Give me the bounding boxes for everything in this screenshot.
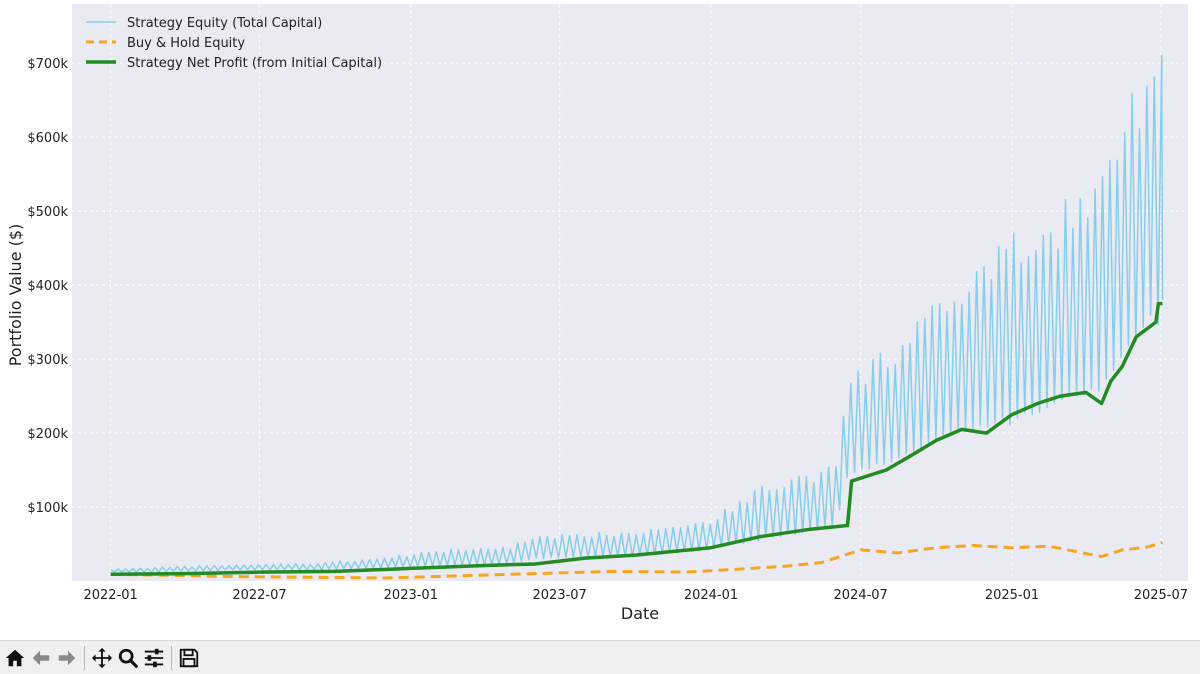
series-line-1 [110, 541, 1163, 580]
series-line-2 [110, 301, 1163, 577]
legend-label-1: Buy & Hold Equity [127, 36, 245, 51]
legend-label-2: Strategy Net Profit (from Initial Capita… [127, 56, 382, 71]
sliders-icon [144, 648, 164, 667]
floppy-icon [179, 648, 199, 667]
pan-button[interactable] [89, 643, 115, 673]
x-axis-label: Date [621, 604, 659, 623]
x-tick-label: 2023-01 [384, 588, 438, 603]
y-tick-label: $200k [27, 427, 68, 442]
y-tick-label: $400k [27, 279, 68, 294]
home-button[interactable] [2, 643, 28, 673]
toolbar-separator [84, 645, 85, 670]
move-icon [91, 647, 113, 668]
configure-button[interactable] [141, 643, 167, 673]
series-layer [110, 55, 1164, 580]
legend: Strategy Equity (Total Capital) Buy & Hol… [86, 16, 382, 71]
x-tick-label: 2022-01 [83, 588, 137, 603]
x-tick-label: 2022-07 [232, 588, 286, 603]
x-tick-label: 2024-07 [834, 588, 888, 603]
series-line-0 [110, 55, 1164, 573]
save-button[interactable] [176, 643, 202, 673]
x-tick-label: 2024-01 [684, 588, 738, 603]
toolbar-separator [171, 645, 172, 670]
y-tick-label: $100k [27, 501, 68, 516]
magnifier-icon [118, 648, 138, 668]
forward-button[interactable] [54, 643, 80, 673]
y-axis-ticks: $100k $200k $300k $400k $500k $600k $700k [27, 57, 68, 516]
x-tick-label: 2025-07 [1134, 588, 1188, 603]
x-tick-label: 2023-07 [533, 588, 587, 603]
legend-label-0: Strategy Equity (Total Capital) [127, 16, 322, 31]
plot-background [72, 4, 1188, 581]
y-axis-label: Portfolio Value ($) [6, 224, 25, 367]
y-tick-label: $700k [27, 57, 68, 72]
y-tick-label: $600k [27, 131, 68, 146]
arrow-left-icon [32, 650, 50, 665]
x-tick-label: 2025-01 [985, 588, 1039, 603]
chart-figure: 2022-01 2022-07 2023-01 2023-07 2024-01 2024-… [6, 4, 1188, 623]
navigation-toolbar [0, 640, 1200, 674]
zoom-button[interactable] [115, 643, 141, 673]
home-icon [5, 649, 25, 666]
arrow-right-icon [58, 650, 76, 665]
y-tick-label: $500k [27, 205, 68, 220]
y-tick-label: $300k [27, 353, 68, 368]
x-axis-ticks: 2022-01 2022-07 2023-01 2023-07 2024-01 2024-… [83, 588, 1188, 603]
back-button[interactable] [28, 643, 54, 673]
